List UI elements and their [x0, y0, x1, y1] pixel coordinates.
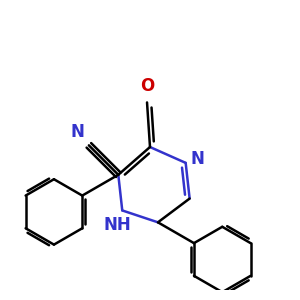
- Text: O: O: [140, 77, 154, 95]
- Text: NH: NH: [103, 216, 131, 234]
- Text: N: N: [190, 150, 204, 168]
- Text: N: N: [70, 123, 84, 141]
